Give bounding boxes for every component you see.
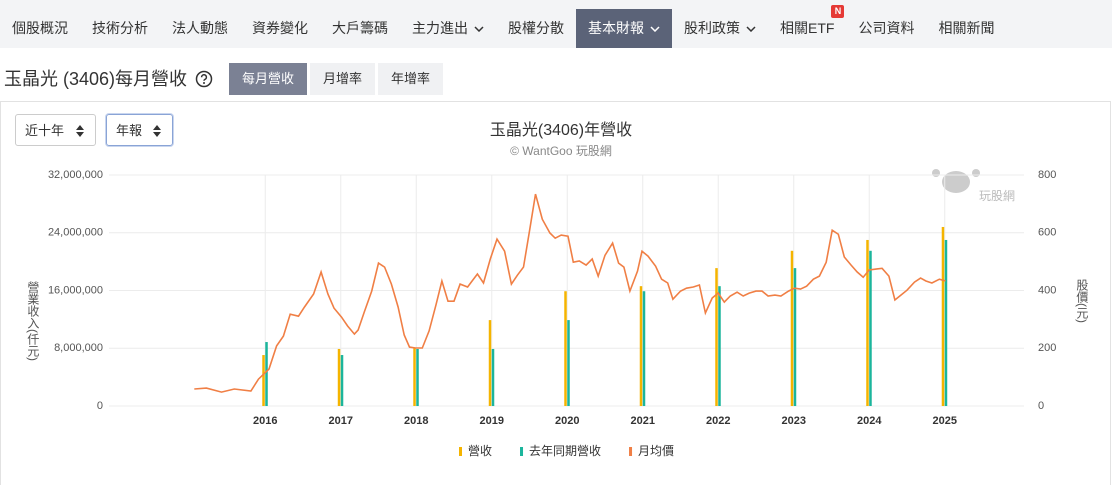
chart: 玉晶光(3406)年營收 © WantGoo 玩股網 玩股網 營業收入(仟元) … [26, 121, 1089, 458]
select-arrows [76, 125, 84, 137]
nav-tab-label: 股權分散 [508, 20, 564, 36]
legend-marker [629, 447, 633, 456]
bar [337, 348, 341, 406]
y2-tick-label: 400 [1038, 284, 1056, 296]
page-title: 玉晶光 (3406)每月營收 [4, 69, 188, 89]
nav-tab[interactable]: 基本財報 [576, 9, 672, 48]
bar [941, 226, 945, 406]
range-value: 近十年 [25, 123, 65, 138]
view-buttons: 每月營收 月增率 年增率 [229, 63, 444, 95]
bar [869, 250, 872, 406]
y-tick-label: 32,000,000 [48, 169, 103, 181]
bar [567, 320, 570, 406]
nav-tab[interactable]: 法人動態 [160, 9, 240, 48]
x-tick-label: 2025 [932, 415, 956, 427]
legend-label: 營收 [468, 444, 492, 458]
legend-label: 月均價 [638, 444, 674, 458]
bar [265, 342, 268, 406]
chart-title: 玉晶光(3406)年營收 [490, 121, 632, 139]
y2-tick-label: 800 [1038, 169, 1056, 181]
view-button[interactable]: 月增率 [310, 63, 376, 95]
nav-tab[interactable]: 資券變化 [240, 9, 320, 48]
bar [639, 286, 643, 406]
chart-subtitle: © WantGoo 玩股網 [510, 144, 612, 158]
bar [491, 348, 495, 406]
nav-tab-label: 公司資料 [858, 20, 915, 36]
bar [488, 320, 492, 406]
y2-tick-label: 600 [1038, 227, 1056, 239]
y-axis-title: 營業收入(仟元) [26, 281, 40, 361]
nav-tab-label: 相關ETF [780, 20, 835, 36]
nav-tab-label: 個股概況 [12, 20, 68, 36]
select-arrows [153, 125, 161, 137]
new-badge: N [831, 5, 845, 18]
legend-marker [459, 447, 462, 456]
heading: 玉晶光 (3406)每月營收 [4, 64, 213, 94]
help-icon[interactable] [195, 70, 213, 88]
nav-tab-label: 大戶籌碼 [332, 20, 388, 36]
y-tick-label: 24,000,000 [48, 227, 103, 239]
range-select[interactable]: 近十年 [15, 114, 96, 146]
y2-axis-title: 股價(元) [1075, 279, 1089, 323]
x-tick-label: 2017 [329, 415, 353, 427]
x-tick-label: 2018 [404, 415, 428, 427]
bar [340, 355, 344, 406]
x-tick-label: 2023 [781, 415, 805, 427]
chevron [474, 25, 484, 32]
nav-tab-label: 相關新聞 [938, 20, 995, 36]
bar [793, 268, 797, 406]
bar [790, 250, 794, 406]
nav-bar: 個股概況 技術分析 法人動態 資券變化 大戶籌碼 主力進出 股權分散 基本財報 股利政策 相關ET… [0, 0, 1112, 48]
nav-tab[interactable]: 個股概況 [0, 9, 80, 48]
view-button[interactable]: 年增率 [378, 63, 444, 95]
y-tick-label: 0 [97, 400, 103, 412]
x-tick-label: 2020 [555, 415, 579, 427]
bar [413, 348, 416, 406]
x-tick-label: 2024 [857, 415, 882, 427]
y2-tick-label: 0 [1038, 400, 1044, 412]
nav-tab-label: 主力進出 [412, 20, 468, 36]
nav-tab-label: 法人動態 [172, 20, 228, 36]
chevron [746, 25, 756, 32]
x-tick-label: 2019 [480, 415, 504, 427]
price-line [194, 193, 946, 393]
bar [944, 239, 948, 406]
bar [866, 239, 869, 406]
nav-tab-label: 資券變化 [252, 20, 308, 36]
nav-tab[interactable]: 相關新聞 [926, 9, 1006, 48]
legend-marker [520, 447, 524, 456]
y-tick-label: 16,000,000 [48, 284, 103, 296]
chevron [650, 25, 660, 32]
nav-tab[interactable]: 公司資料 [846, 9, 926, 48]
nav-tab[interactable]: 相關ETF N [768, 5, 846, 48]
bar [262, 355, 265, 406]
nav-tab[interactable]: 大戶籌碼 [320, 9, 400, 48]
watermark-logo [932, 169, 980, 193]
y2-tick-label: 200 [1038, 342, 1056, 354]
nav-tab[interactable]: 股權分散 [496, 9, 576, 48]
period-select[interactable]: 年報 [106, 114, 173, 146]
watermark: 玩股網 [979, 189, 1015, 203]
y-tick-label: 8,000,000 [54, 342, 103, 354]
view-button[interactable]: 每月營收 [229, 63, 308, 95]
bar [564, 291, 567, 406]
bar [715, 268, 718, 406]
period-value: 年報 [116, 123, 143, 138]
bar [718, 286, 721, 406]
legend-label: 去年同期營收 [529, 444, 601, 458]
x-tick-label: 2016 [253, 415, 277, 427]
x-tick-label: 2021 [631, 415, 655, 427]
nav-tab-label: 基本財報 [588, 20, 644, 36]
legend: 營收 去年同期營收 月均價 [459, 444, 674, 458]
x-tick-label: 2022 [706, 415, 730, 427]
chart-panel: 近十年 年報 玉晶光(3406)年營收 © WantGoo 玩股網 玩股網 營業… [0, 101, 1111, 485]
nav-tab-label: 股利政策 [684, 20, 740, 36]
nav-tab[interactable]: 主力進出 [400, 9, 496, 48]
nav-tab-label: 技術分析 [92, 20, 148, 36]
nav-tab[interactable]: 股利政策 [672, 9, 768, 48]
bar [416, 348, 419, 406]
nav-tab[interactable]: 技術分析 [80, 9, 160, 48]
bar [642, 291, 646, 406]
